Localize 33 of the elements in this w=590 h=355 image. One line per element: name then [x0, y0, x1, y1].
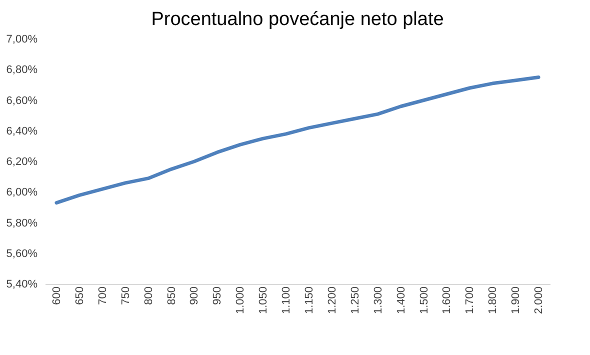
y-tick-label: 6,20%	[6, 156, 38, 168]
x-tick-label: 1.500	[418, 286, 430, 314]
x-tick-label: 1.800	[487, 286, 500, 314]
line-series	[54, 76, 540, 205]
x-tick-label: 1.200	[326, 286, 338, 314]
x-tick-label: 1.700	[464, 286, 476, 314]
x-tick-label: 800	[142, 286, 155, 305]
x-tick-label: 700	[96, 286, 109, 305]
x-tick-label: 1.150	[303, 286, 316, 314]
x-tick-label: 900	[188, 286, 201, 305]
x-tick-label: 950	[212, 286, 224, 305]
x-tick-label: 1.300	[372, 286, 384, 314]
x-tick-label: 2.000	[533, 286, 546, 314]
x-tick-label: 1.600	[441, 286, 454, 314]
x-tick-label: 1.250	[349, 286, 362, 314]
y-tick-label: 5,80%	[6, 217, 38, 230]
x-tick-label: 1.400	[395, 286, 408, 314]
y-tick-label: 5,60%	[6, 248, 38, 260]
x-tick-label: 850	[166, 286, 178, 305]
y-tick-label: 6,00%	[6, 186, 38, 199]
y-tick-label: 7,00%	[6, 34, 38, 46]
x-tick-label: 1.900	[510, 286, 522, 314]
x-tick-label: 600	[50, 286, 63, 305]
x-tick-label: 1.050	[258, 286, 270, 314]
y-tick-label: 6,60%	[6, 94, 38, 107]
x-tick-label: 650	[74, 286, 86, 305]
x-tick-label: 1.000	[234, 286, 247, 314]
y-tick-label: 6,40%	[6, 125, 38, 138]
chart-title: Procentualno povećanje neto plate	[151, 9, 444, 30]
y-tick-label: 5,40%	[6, 278, 38, 290]
x-tick-label: 1.100	[280, 286, 293, 314]
y-tick-label: 6,80%	[6, 64, 38, 76]
x-tick-label: 750	[120, 286, 132, 305]
